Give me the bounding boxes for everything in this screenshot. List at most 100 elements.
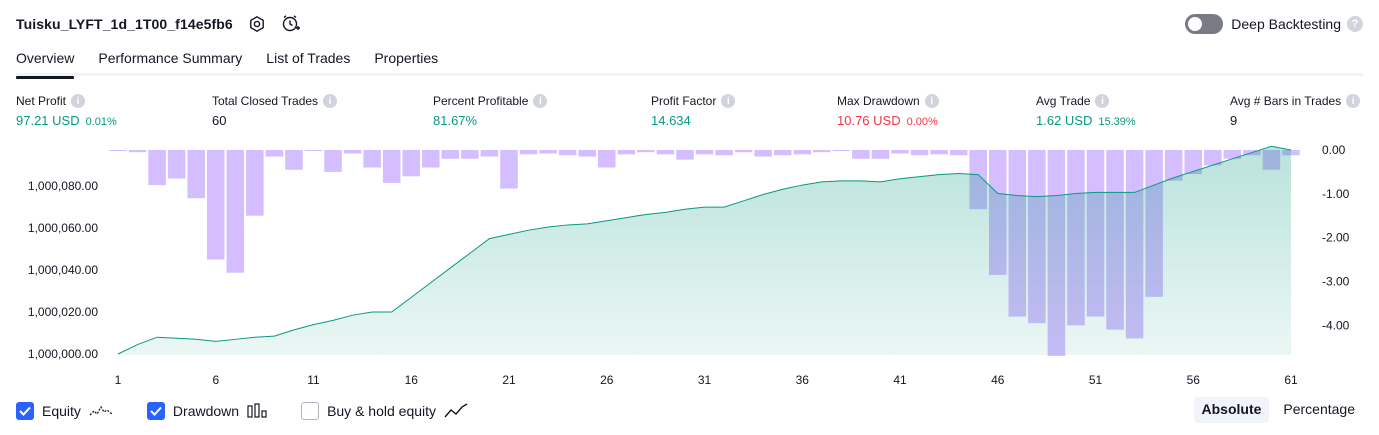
add-alert-icon[interactable] [281,14,301,34]
drawdown-bar [167,150,186,179]
stat-avg-bars: Avg # Bars in Trades i 9 [1230,93,1361,129]
tab-bar: Overview Performance Summary List of Tra… [16,44,1363,79]
drawdown-bar [148,150,166,186]
stat-label: Net Profit [16,94,67,108]
drawdown-bar [402,150,421,177]
y-left-tick-label: 1,000,040.00 [28,263,98,277]
deep-backtesting-toggle[interactable] [1185,14,1224,34]
legend-drawdown[interactable]: Drawdown [146,402,267,420]
stat-value: 60 [212,113,227,128]
drawdown-bar [441,150,460,159]
drawdown-bar [793,150,812,155]
drawdown-bar [1223,150,1242,159]
mode-switch: Absolute Percentage [1188,397,1364,423]
x-tick-label: 51 [1089,373,1103,387]
legend-label: Drawdown [172,403,240,419]
help-icon[interactable]: ? [1347,16,1363,32]
tab-list-of-trades[interactable]: List of Trades [266,50,351,66]
x-tick-label: 41 [893,373,907,387]
stat-avg-trade: Avg Trade i 1.62 USD 15.39% [1036,93,1136,129]
drawdown-bar [871,150,890,159]
x-tick-label: 16 [405,373,419,387]
drawdown-bar [422,150,440,168]
drawdown-bar [637,150,655,153]
legend-label: Equity [42,403,81,419]
x-tick-label: 11 [307,373,320,387]
deep-backtesting: Deep Backtesting ? [1185,12,1363,36]
stat-value: 14.634 [651,113,691,128]
tab-overview[interactable]: Overview [16,44,75,79]
stat-percent: 0.01% [85,116,117,128]
x-tick-label: 1 [115,373,122,387]
x-tick-label: 6 [212,373,219,387]
stat-profit-factor: Profit Factor i 14.634 [651,93,736,129]
stat-label: Max Drawdown [837,94,920,108]
drawdown-bar [695,150,714,155]
info-icon[interactable]: i [533,94,548,108]
equity-line [117,145,1292,355]
y-right-tick-label: 0.00 [1322,143,1346,157]
info-icon[interactable]: i [71,94,86,108]
drawdown-bar [1204,150,1222,166]
drawdown-bar [109,150,127,151]
equity-checkbox[interactable] [16,402,34,420]
y-left-tick-label: 1,000,000.00 [28,347,98,361]
info-icon[interactable]: i [1095,94,1110,108]
drawdown-bar [265,150,284,157]
drawdown-bar [539,150,557,154]
equity-glyph-icon [89,403,113,419]
tab-performance-summary[interactable]: Performance Summary [98,50,243,66]
info-icon[interactable]: i [924,94,939,108]
tab-properties[interactable]: Properties [374,50,439,66]
info-icon[interactable]: i [721,94,736,108]
drawdown-bar [656,150,675,155]
strategy-header: Tuisku_LYFT_1d_1T00_f14e5fb6 [16,12,301,36]
drawdown-bar [949,150,968,156]
drawdown-bar [285,150,303,170]
drawdown-bar [910,150,929,156]
equity-area [118,146,1291,355]
stat-percent-profitable: Percent Profitable i 81.67% [433,93,548,129]
stat-label: Percent Profitable [433,94,529,108]
info-icon[interactable]: i [1346,94,1361,108]
y-right-tick-label: -3.00 [1322,275,1350,289]
y-right-tick-label: -1.00 [1322,187,1350,201]
drawdown-bar [734,150,753,153]
drawdown-bar [1184,150,1203,175]
y-axis-left: 1,000,000.00 1,000,020.00 1,000,040.00 1,00… [28,179,98,361]
stat-label: Total Closed Trades [212,94,319,108]
percentage-button[interactable]: Percentage [1283,401,1355,417]
stat-label: Profit Factor [651,94,717,108]
equity-drawdown-chart[interactable]: 1,000,000.00 1,000,020.00 1,000,040.00 1,00… [0,140,1379,392]
y-left-tick-label: 1,000,020.00 [28,305,98,319]
x-axis: 1 6 11 16 21 26 31 36 41 46 51 56 61 [115,373,1298,387]
chart-legend: Equity Drawdown Buy & hold equity [16,400,502,422]
buyhold-glyph-icon [444,403,468,419]
drawdown-bar [930,150,948,155]
drawdown-bar [382,150,401,183]
settings-icon[interactable] [247,14,267,34]
y-axis-right: 0.00 -1.00 -2.00 -3.00 -4.00 [1322,143,1350,332]
stat-total-closed-trades: Total Closed Trades i 60 [212,93,338,129]
stat-net-profit: Net Profit i 97.21 USD 0.01% [16,93,117,129]
drawdown-bar [128,150,147,153]
legend-buy-hold[interactable]: Buy & hold equity [301,402,468,420]
legend-label: Buy & hold equity [327,403,437,419]
legend-equity[interactable]: Equity [16,402,113,420]
x-tick-label: 26 [600,373,614,387]
drawdown-bar [891,150,909,154]
stat-value: 1.62 USD [1036,113,1093,128]
drawdown-bar [500,150,518,189]
drawdown-checkbox[interactable] [146,402,165,420]
y-right-tick-label: -2.00 [1322,231,1350,245]
buy-hold-checkbox[interactable] [301,402,320,420]
stat-max-drawdown: Max Drawdown i 10.76 USD 0.00% [837,93,939,129]
drawdown-bar [461,150,479,159]
absolute-button[interactable]: Absolute [1193,397,1270,423]
deep-backtesting-label: Deep Backtesting [1231,16,1341,32]
info-icon[interactable]: i [323,94,338,108]
stat-value: 97.21 USD [16,113,80,128]
drawdown-bar [1164,150,1183,181]
y-left-tick-label: 1,000,080.00 [28,179,98,193]
drawdown-bar [715,150,733,156]
